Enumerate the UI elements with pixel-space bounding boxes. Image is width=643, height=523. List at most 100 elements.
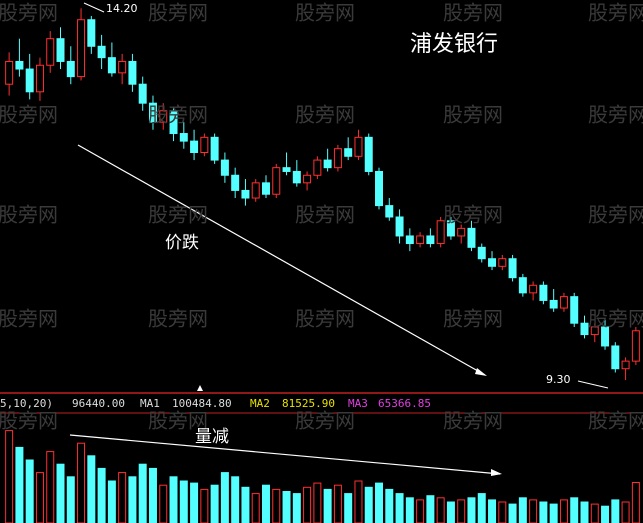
volume-bar bbox=[66, 476, 75, 523]
header-text: MA1 bbox=[140, 397, 160, 410]
volume-bar bbox=[508, 503, 517, 523]
volume-bar bbox=[529, 499, 538, 523]
candle-body bbox=[46, 38, 55, 66]
candle-body bbox=[15, 60, 24, 70]
candle-body bbox=[621, 360, 630, 370]
volume-bar bbox=[488, 499, 497, 523]
candle-body bbox=[549, 299, 558, 309]
candle-body bbox=[107, 57, 116, 74]
volume-bar bbox=[87, 455, 96, 523]
volume-bar bbox=[323, 488, 332, 523]
volume-bar bbox=[498, 501, 507, 523]
volume-bar bbox=[385, 488, 394, 523]
volume-bar bbox=[631, 481, 640, 523]
candle-body bbox=[118, 60, 127, 74]
candle-body bbox=[333, 148, 342, 169]
volume-bar bbox=[344, 493, 353, 523]
volume-bar bbox=[251, 493, 260, 523]
volume-bar bbox=[303, 486, 312, 523]
watermark: 股旁网 bbox=[295, 203, 355, 227]
trend-arrow bbox=[77, 144, 486, 376]
arrow-head bbox=[475, 368, 487, 376]
candle-body bbox=[477, 246, 486, 260]
watermark: 股旁网 bbox=[443, 307, 503, 331]
candle-body bbox=[97, 45, 106, 59]
candle-body bbox=[631, 330, 640, 362]
candle-body bbox=[405, 235, 414, 245]
candle-body bbox=[220, 159, 229, 176]
candle-body bbox=[159, 110, 168, 123]
price-label: 9.30 bbox=[546, 373, 571, 386]
volume-bar bbox=[292, 493, 301, 523]
candle-body bbox=[559, 296, 568, 309]
volume-bar bbox=[570, 497, 579, 523]
watermark: 股旁网 bbox=[443, 103, 503, 127]
candle-body bbox=[87, 19, 96, 47]
volume-bar bbox=[241, 486, 250, 523]
candle-body bbox=[148, 102, 157, 123]
arrow-head bbox=[491, 469, 502, 476]
leader-line bbox=[83, 2, 105, 13]
candle-body bbox=[416, 235, 425, 245]
header-text: MA2 bbox=[250, 397, 270, 410]
candle-body bbox=[436, 220, 445, 245]
watermark: 股旁网 bbox=[588, 409, 643, 433]
volume-bar bbox=[179, 480, 188, 523]
watermark: 股旁网 bbox=[0, 307, 58, 331]
volume-bar bbox=[190, 482, 199, 523]
candle-body bbox=[128, 60, 137, 85]
price-label: 14.20 bbox=[106, 2, 138, 15]
volume-bar bbox=[416, 499, 425, 523]
watermark: 股旁网 bbox=[148, 203, 208, 227]
volume-bar bbox=[549, 503, 558, 523]
watermark: 股旁网 bbox=[443, 409, 503, 433]
candle-body bbox=[344, 148, 353, 157]
candle-body bbox=[375, 170, 384, 207]
candle-body bbox=[570, 296, 579, 324]
volume-bar bbox=[436, 497, 445, 523]
watermark: 股旁网 bbox=[588, 103, 643, 127]
candle-body bbox=[364, 136, 373, 172]
watermark: 股旁网 bbox=[295, 1, 355, 25]
candle-body bbox=[508, 258, 517, 279]
candle-body bbox=[303, 174, 312, 184]
volume-bar bbox=[333, 484, 342, 523]
volume-bar bbox=[15, 446, 24, 523]
volume-bar bbox=[220, 472, 229, 523]
volume-bar bbox=[457, 499, 466, 523]
header-text: 100484.80 bbox=[172, 397, 232, 410]
watermark: 股旁网 bbox=[0, 203, 58, 227]
annotation: 价跌 bbox=[165, 233, 199, 253]
volume-bar bbox=[559, 499, 568, 523]
watermark: 股旁网 bbox=[295, 409, 355, 433]
watermark: 股旁网 bbox=[588, 307, 643, 331]
volume-bar bbox=[539, 501, 548, 523]
volume-bar bbox=[477, 493, 486, 523]
volume-bar bbox=[200, 488, 209, 523]
watermark: 股旁网 bbox=[0, 103, 58, 127]
candle-body bbox=[179, 133, 188, 142]
volume-bar bbox=[231, 476, 240, 523]
candle-body bbox=[323, 159, 332, 169]
volume-bar bbox=[354, 480, 363, 523]
candle-body bbox=[35, 64, 44, 93]
volume-bar bbox=[97, 467, 106, 523]
watermark: 股旁网 bbox=[588, 1, 643, 25]
candle-body bbox=[313, 159, 322, 176]
volume-bar bbox=[128, 476, 137, 523]
candle-body bbox=[251, 182, 260, 199]
volume-bar bbox=[169, 476, 178, 523]
volume-bar bbox=[426, 495, 435, 523]
header-text: 81525.90 bbox=[282, 397, 335, 410]
candle-body bbox=[25, 68, 34, 93]
watermark: 股旁网 bbox=[148, 103, 208, 127]
candle-body bbox=[611, 345, 620, 370]
candle-body bbox=[498, 258, 507, 267]
candle-body bbox=[272, 167, 281, 195]
watermark: 股旁网 bbox=[588, 203, 643, 227]
candle-body bbox=[446, 220, 455, 237]
candle-body bbox=[231, 174, 240, 191]
candle-body bbox=[529, 284, 538, 294]
candle-body bbox=[190, 140, 199, 153]
